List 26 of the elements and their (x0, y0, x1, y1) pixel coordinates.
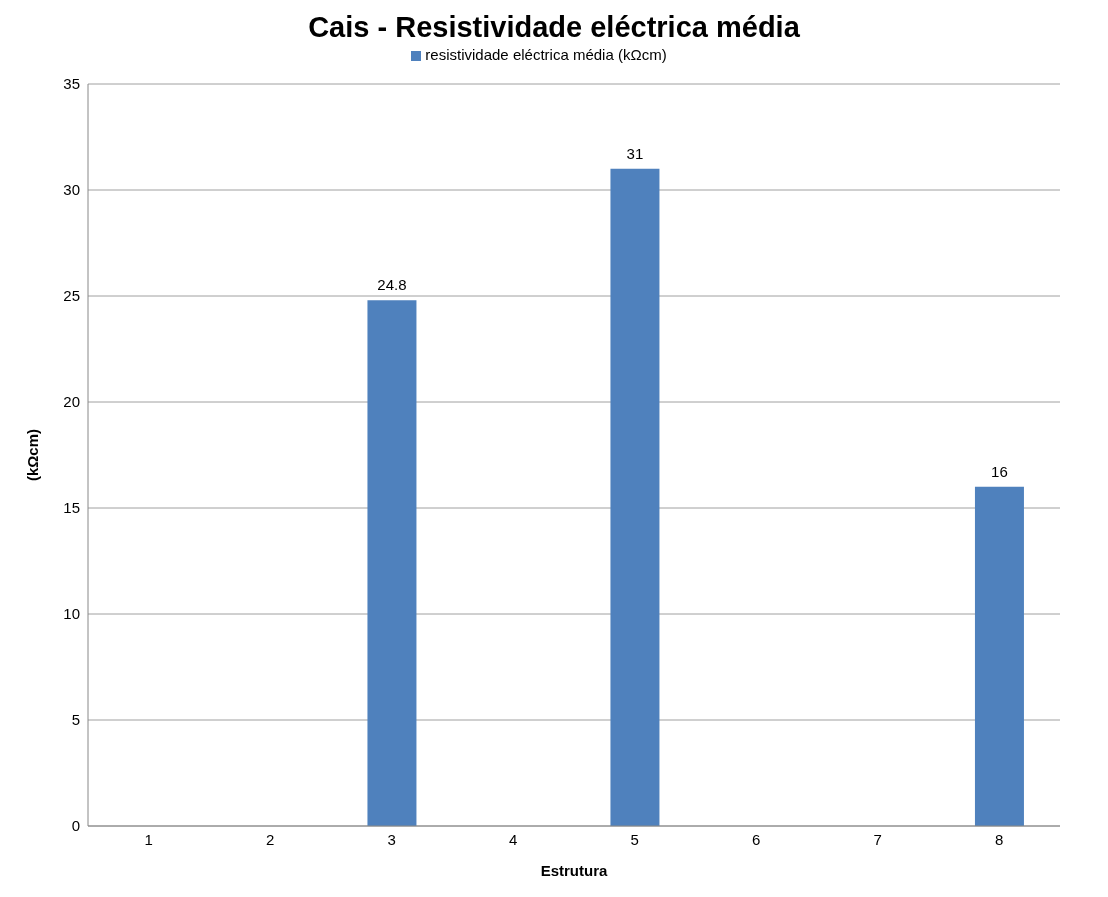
legend-label: resistividade eléctrica média (kΩcm) (425, 46, 667, 63)
x-tick-label: 2 (266, 830, 275, 848)
x-tick-label: 4 (509, 830, 518, 848)
y-tick-label: 20 (63, 393, 80, 411)
x-tick-label: 7 (873, 830, 882, 848)
bar (367, 300, 417, 826)
y-tick-label: 5 (71, 711, 80, 729)
bar (610, 168, 660, 826)
y-axis-title: (kΩcm) (24, 428, 42, 482)
x-tick-label: 3 (387, 830, 396, 848)
data-label: 31 (626, 144, 644, 162)
data-label: 24.8 (377, 276, 407, 294)
x-axis-title: Estrutura (540, 862, 608, 879)
data-label: 16 (991, 462, 1008, 480)
x-tick-label: 6 (752, 830, 761, 848)
x-tick-label: 1 (144, 830, 153, 848)
chart-title: Cais - Resistividade eléctrica média (307, 10, 801, 45)
y-tick-label: 0 (71, 817, 80, 835)
bar (974, 486, 1024, 826)
y-tick-label: 35 (63, 75, 80, 93)
y-tick-label: 30 (63, 181, 80, 199)
y-tick-label: 10 (63, 605, 80, 623)
x-tick-label: 8 (995, 830, 1004, 848)
y-tick-label: 25 (63, 287, 80, 305)
y-tick-label: 15 (63, 499, 80, 517)
x-tick-label: 5 (630, 830, 639, 848)
